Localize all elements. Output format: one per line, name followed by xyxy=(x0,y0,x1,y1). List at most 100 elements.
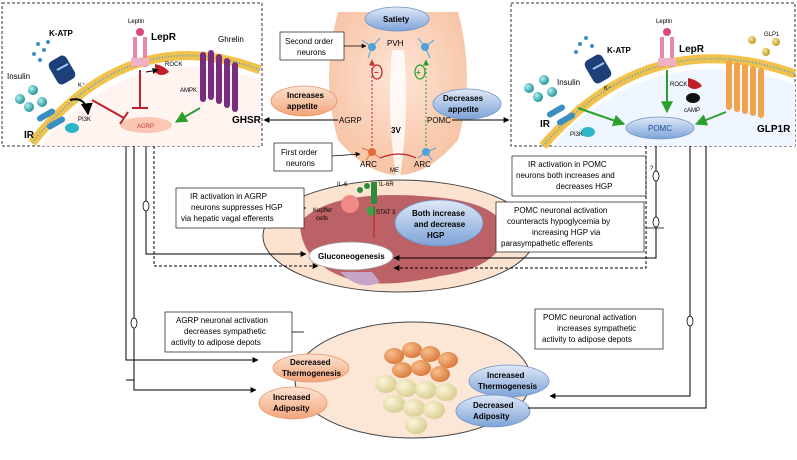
note-agrp-sympathetic: AGRP neuronal activation decreases sympa… xyxy=(164,311,293,353)
second-order-neurons-box xyxy=(279,31,345,61)
agrp-neuron-panel: Insulin IR PI3K K-ATP K⁺ Leptin LepR ROC xyxy=(1,2,263,147)
insulin-molecule-icon xyxy=(15,94,25,104)
katp-label: K-ATP xyxy=(49,29,74,38)
connector-node xyxy=(652,216,660,228)
pomc-output-label: POMC xyxy=(648,124,672,133)
svg-text:activity to adipose depots: activity to adipose depots xyxy=(171,338,261,347)
lepr-receptor-icon xyxy=(131,37,149,67)
katp-channel-icon xyxy=(48,55,76,85)
k-plus-label: K⁺ xyxy=(604,85,611,92)
plus-sign: + xyxy=(416,68,421,77)
glp1r-receptor-icon xyxy=(726,60,764,118)
rock-icon xyxy=(688,78,702,89)
svg-text:decreases sympathetic: decreases sympathetic xyxy=(184,327,266,336)
adipose-region: Decreased Thermogenesis Increased Adipos… xyxy=(258,321,550,439)
insulin-molecule-icon xyxy=(539,75,549,85)
camp-label: cAMP xyxy=(684,108,700,114)
third-ventricle-label: 3V xyxy=(391,126,401,135)
insulin-molecule-icon xyxy=(37,97,47,107)
decreased-adiposity-badge xyxy=(455,394,531,428)
glp1-molecule-icon xyxy=(762,48,770,56)
svg-text:Increased: Increased xyxy=(273,393,310,402)
activation-marker xyxy=(414,64,426,80)
fat-cells-icon xyxy=(375,342,458,434)
il6r-receptor-icon xyxy=(371,182,377,204)
rock-label: ROCK xyxy=(670,82,687,88)
svg-text:Decreased: Decreased xyxy=(290,358,331,367)
decreased-thermogenesis-badge xyxy=(272,353,350,383)
ir-label: IR xyxy=(24,130,35,141)
svg-text:IR activation in POMC: IR activation in POMC xyxy=(528,160,607,169)
svg-text:increases sympathetic: increases sympathetic xyxy=(557,324,636,333)
arc-right-label: ARC xyxy=(414,160,431,169)
svg-text:decreases HGP: decreases HGP xyxy=(556,182,612,191)
kupffer-line-1: Kupffer xyxy=(313,208,332,214)
svg-text:neurons suppresses HGP: neurons suppresses HGP xyxy=(191,203,283,212)
me-label: ME xyxy=(390,168,399,174)
first-order-line-1: First order xyxy=(281,148,318,157)
gallbladder-icon xyxy=(340,272,380,286)
camp-icon xyxy=(686,93,700,103)
ghrelin-label: Ghrelin xyxy=(218,35,244,44)
glp1-label: GLP1 xyxy=(764,32,780,38)
kupffer-cell-icon xyxy=(341,195,359,213)
svg-text:IR activation in AGRP: IR activation in AGRP xyxy=(190,192,267,201)
pvh-neuron-left-icon xyxy=(361,37,381,59)
increases-appetite-line-1: Increases xyxy=(287,91,324,100)
increases-appetite-badge xyxy=(270,85,338,117)
note-ir-pomc: IR activation in POMC neurons both incre… xyxy=(511,155,654,197)
kupffer-line-2: cells xyxy=(316,216,328,222)
insulin-label: Insulin xyxy=(7,72,30,81)
arc-pomc-neuron-icon xyxy=(417,147,437,161)
leptin-label: Leptin xyxy=(656,19,672,25)
svg-text:POMC neuronal activation: POMC neuronal activation xyxy=(543,313,636,322)
stat3-label: STAT 3 xyxy=(376,210,396,216)
hypothalamus-diagram: Satiety PVH Second order neurons − + xyxy=(263,6,510,190)
arc-left-label: ARC xyxy=(360,160,377,169)
both-hgp-badge xyxy=(394,199,484,247)
satiety-label: Satiety xyxy=(383,15,410,24)
both-line-1: Both increase xyxy=(412,209,465,218)
glp1-molecule-icon xyxy=(772,38,780,46)
decreases-appetite-line-2: appetite xyxy=(448,105,479,114)
connector-node xyxy=(142,200,150,212)
pomc-agrp-inhibition xyxy=(379,153,417,159)
pi3k-icon xyxy=(581,127,595,137)
agrp-label: AGRP xyxy=(339,116,362,125)
insulin-molecule-icon xyxy=(24,102,34,112)
note-pomc-sympathetic: POMC neuronal activation increases sympa… xyxy=(534,308,664,350)
lepr-receptor-icon xyxy=(658,37,676,67)
liver-region: IL-6 IL-6R STAT 3 Kupffer cells Both inc… xyxy=(262,179,536,293)
insulin-molecule-icon xyxy=(547,87,557,97)
katp-label: K-ATP xyxy=(607,46,632,55)
glp1-molecule-icon xyxy=(748,36,756,44)
il6-label: IL-6 xyxy=(337,182,348,188)
svg-text:Increased: Increased xyxy=(487,371,524,380)
question-mark: ? xyxy=(650,166,654,172)
il6r-label: IL-6R xyxy=(379,182,394,188)
minus-sign: − xyxy=(374,68,379,77)
agrp-output-label: AGRP xyxy=(137,124,154,130)
pvh-label: PVH xyxy=(387,39,404,48)
svg-text:activity to adipose depots: activity to adipose depots xyxy=(542,335,632,344)
first-order-neurons-box xyxy=(273,142,333,172)
decreases-appetite-badge xyxy=(432,88,502,120)
svg-text:Adiposity: Adiposity xyxy=(473,412,510,421)
k-plus-label: K⁺ xyxy=(78,82,85,89)
svg-text:counteracts hypoglycemia by: counteracts hypoglycemia by xyxy=(507,217,610,226)
leptin-molecule-icon xyxy=(663,28,671,36)
third-ventricle xyxy=(390,50,406,190)
both-line-3: HGP xyxy=(427,231,445,240)
leptin-molecule-icon xyxy=(136,28,144,36)
insulin-label: Insulin xyxy=(557,78,580,87)
insulin-receptor-icon xyxy=(546,104,576,126)
pomc-label: POMC xyxy=(427,116,451,125)
pi3k-label: PI3K xyxy=(78,117,91,123)
svg-text:POMC neuronal activation: POMC neuronal activation xyxy=(514,206,607,215)
pomc-output-icon xyxy=(625,116,695,140)
note-pomc-counter: POMC neuronal activation counteracts hyp… xyxy=(495,201,645,253)
agrp-output-icon xyxy=(120,117,172,133)
insulin-molecule-icon xyxy=(28,85,38,95)
